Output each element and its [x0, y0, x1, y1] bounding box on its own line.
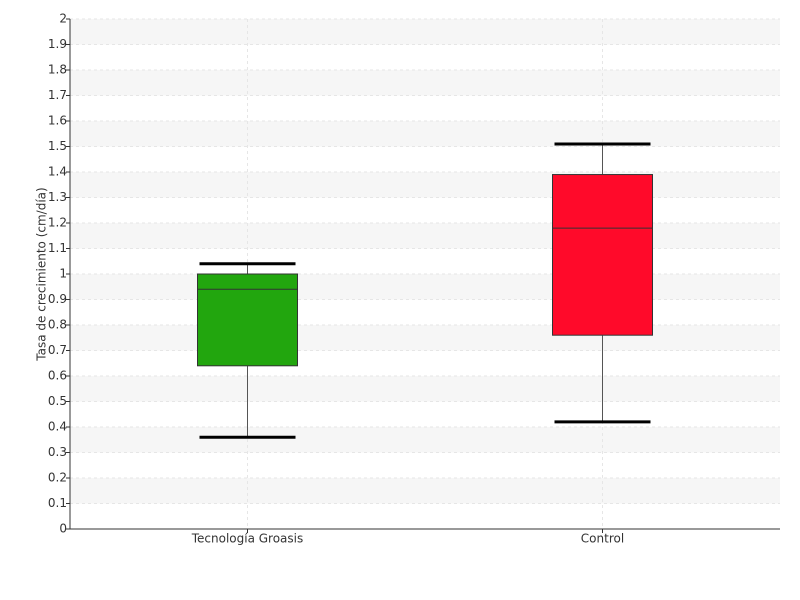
grid-band	[70, 376, 780, 402]
y-tick-label: 1.5	[48, 139, 67, 153]
y-tick-label: 1.1	[48, 241, 67, 255]
y-tick-label: 2	[59, 12, 67, 26]
y-tick-label: 0.8	[48, 318, 67, 332]
y-tick-label: 0.4	[48, 420, 67, 434]
box	[197, 273, 298, 367]
y-tick-label: 1.7	[48, 88, 67, 102]
y-tick-label: 0.9	[48, 292, 67, 306]
y-tick-label: 0.2	[48, 471, 67, 485]
y-tick-label: 0.6	[48, 369, 67, 383]
y-axis-label: Tasa de crecimiento (cm/día)	[35, 187, 49, 361]
grid-band	[70, 70, 780, 96]
y-tick-label: 1.9	[48, 37, 67, 51]
y-tick-label: 1.6	[48, 114, 67, 128]
y-tick-label: 0.3	[48, 445, 67, 459]
y-tick-label: 0.5	[48, 394, 67, 408]
grid-band	[70, 427, 780, 453]
x-tick-label: Control	[581, 532, 624, 546]
y-tick-label: 1.2	[48, 216, 67, 230]
grid-band	[70, 223, 780, 249]
grid-band	[70, 121, 780, 147]
y-tick-label: 0.1	[48, 496, 67, 510]
y-tick-label: 1.4	[48, 165, 67, 179]
grid-band	[70, 172, 780, 198]
y-tick-label: 1	[59, 267, 67, 281]
grid-band	[70, 325, 780, 351]
box	[552, 174, 653, 336]
grid-band	[70, 478, 780, 504]
y-tick-label: 1.3	[48, 190, 67, 204]
grid-band	[70, 274, 780, 300]
grid-band	[70, 19, 780, 45]
x-tick-label: Tecnología Groasis	[191, 532, 304, 546]
y-tick-label: 1.8	[48, 63, 67, 77]
y-tick-label: 0.7	[48, 343, 67, 357]
y-tick-label: 0	[59, 522, 67, 536]
